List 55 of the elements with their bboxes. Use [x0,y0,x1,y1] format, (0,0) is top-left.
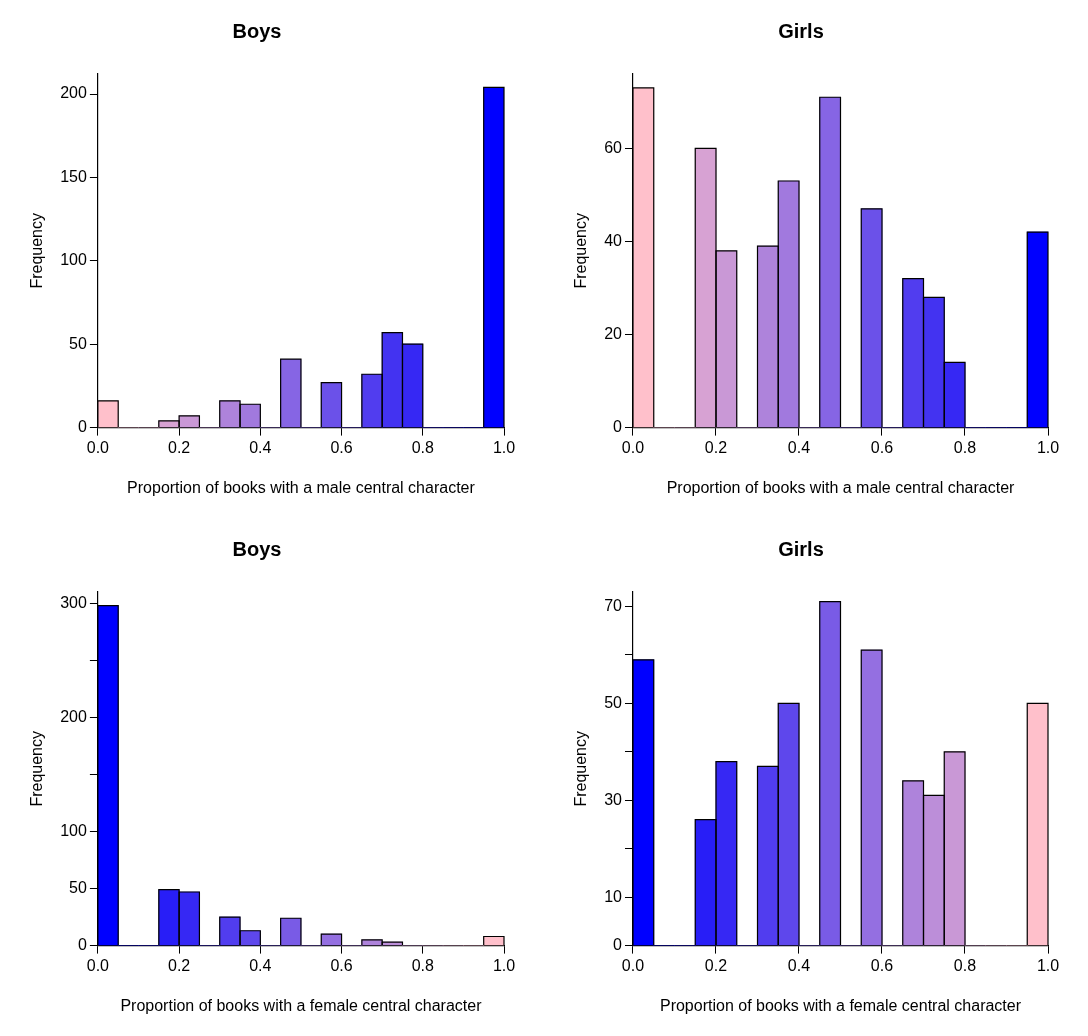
y-tick-label: 50 [69,878,87,896]
x-tick-label: 0.8 [411,956,434,974]
x-tick-label: 0.0 [86,956,110,974]
y-axis-title: Frequency [28,731,46,807]
x-tick-label: 0.4 [787,438,811,456]
x-tick-label: 1.0 [492,438,516,456]
y-tick-label: 150 [60,167,87,185]
y-tick-label: 50 [604,693,623,711]
x-tick-label: 0.6 [870,438,894,456]
y-tick-label: 100 [60,821,87,839]
y-tick-label: 70 [604,596,623,614]
x-tick-label: 0.6 [330,956,353,974]
x-tick-label: 0.4 [249,438,272,456]
x-axis-title: Proportion of books with a male central character [666,478,1016,496]
x-tick-label: 0.6 [330,438,353,456]
x-tick-label: 0.4 [249,956,272,974]
y-tick-label: 60 [604,138,623,156]
y-axis-title: Frequency [28,213,46,289]
x-tick-label: 0.2 [167,956,191,974]
x-tick-label: 0.2 [704,956,728,974]
x-tick-label: 0.8 [953,438,977,456]
y-tick-label: 30 [604,790,623,808]
x-tick-label: 0.8 [411,438,434,456]
y-tick-label: 0 [613,418,623,436]
y-tick-label: 20 [604,324,623,342]
y-tick-label: 10 [604,887,623,905]
x-tick-label: 0.8 [953,956,977,974]
x-tick-label: 0.2 [167,438,191,456]
x-axis-title: Proportion of books with a female central character [120,996,483,1014]
y-tick-label: 200 [60,707,87,725]
y-tick-label: 0 [77,936,87,954]
y-axis-title: Frequency [572,213,590,289]
y-tick-label: 0 [613,936,623,954]
y-tick-label: 0 [77,418,87,436]
chart-title: Boys [232,19,282,42]
y-tick-label: 200 [60,84,87,102]
x-tick-label: 1.0 [1036,438,1060,456]
x-tick-label: 1.0 [1036,956,1060,974]
chart-title: Girls [778,537,824,560]
x-tick-label: 1.0 [492,956,516,974]
y-axis-title: Frequency [572,731,590,807]
x-tick-label: 0.0 [621,956,645,974]
y-tick-label: 300 [60,593,87,611]
y-tick-label: 100 [60,251,87,269]
x-tick-label: 0.2 [704,438,728,456]
chart-title: Boys [232,537,282,560]
x-axis-title: Proportion of books with a female central character [659,996,1022,1014]
y-tick-label: 40 [604,231,623,249]
y-tick-label: 50 [69,334,87,352]
chart-title: Girls [778,19,824,42]
x-axis-title: Proportion of books with a male central character [127,478,476,496]
x-tick-label: 0.0 [86,438,110,456]
x-tick-label: 0.6 [870,956,894,974]
x-tick-label: 0.0 [621,438,645,456]
x-tick-label: 0.4 [787,956,811,974]
